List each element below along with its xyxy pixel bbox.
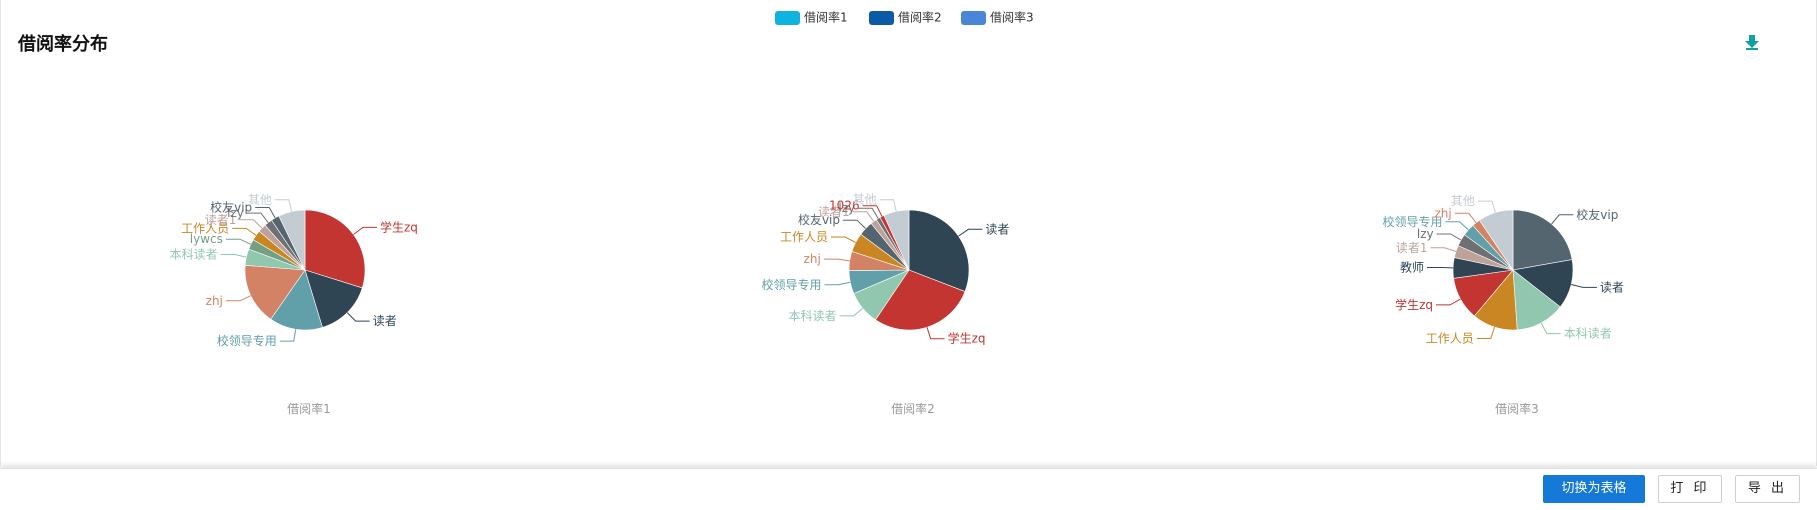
footer-toolbar: 切换为表格 打 印 导 出 [0, 468, 1817, 510]
pie-title: 借阅率3 [1495, 401, 1539, 416]
label-line [274, 199, 293, 212]
label-line [346, 312, 370, 322]
page-title: 借阅率分布 [18, 34, 108, 54]
print-button[interactable]: 打 印 [1658, 475, 1722, 503]
slice-label-lzy: lzy [838, 201, 855, 215]
legend-swatch [869, 11, 894, 25]
legend-label: 借阅率2 [898, 10, 942, 25]
slice-label-1026: 1026 [829, 199, 860, 213]
label-line [220, 254, 247, 258]
slice-label-item: 其他 [853, 193, 877, 207]
label-line [843, 219, 866, 229]
label-line [1430, 247, 1457, 252]
label-line [225, 295, 252, 302]
slice-label-zq: 学生zq [1395, 297, 1433, 312]
legend-item-3[interactable]: 借阅率3 [961, 10, 1034, 26]
label-line [958, 228, 983, 237]
slice-label-item: 读者 [1600, 280, 1624, 294]
label-line [839, 307, 864, 317]
label-line [225, 238, 252, 245]
chart-panel: 借阅率分布 借阅率1 借阅率2 借阅率3 学生zq 读者 校领导专用 zhj 本科读者 lywc… [0, 0, 1817, 466]
label-line [1540, 322, 1561, 335]
label-line [824, 281, 851, 286]
slice-label-item: 读者 [985, 222, 1009, 236]
label-line [1436, 298, 1461, 306]
slice-label-item: 工作人员 [181, 221, 229, 235]
label-line [279, 329, 297, 342]
slice-label-vip: 校友vip [210, 200, 252, 215]
pie-title: 借阅率1 [287, 401, 331, 416]
slice-label-vip: 校友vip [1576, 207, 1618, 222]
slice-label-zhj: zhj [206, 294, 223, 308]
slice-label-item: 工作人员 [780, 230, 828, 244]
label-line [1445, 221, 1469, 231]
export-button[interactable]: 导 出 [1735, 475, 1800, 503]
legend-swatch [775, 11, 800, 25]
label-line [246, 212, 269, 223]
legend-label: 借阅率3 [990, 10, 1034, 25]
label-line [926, 327, 945, 340]
toggle-table-button[interactable]: 切换为表格 [1543, 475, 1645, 503]
slice-label-item: 本科读者 [170, 248, 218, 262]
label-line [1551, 214, 1574, 225]
label-line [239, 219, 263, 229]
label-line [862, 205, 883, 217]
label-line [823, 258, 850, 262]
slice-label-lzy: lzy [1417, 227, 1434, 241]
slice-label-zhj: zhj [1434, 206, 1451, 220]
pie-slice-item[interactable] [1479, 209, 1514, 271]
label-line [831, 236, 856, 243]
slice-label-item: 其他 [248, 193, 272, 207]
slice-label-zq: 学生zq [948, 331, 986, 346]
label-line [879, 199, 897, 212]
slice-label-zhj: zhj [804, 252, 821, 266]
label-line [852, 211, 875, 222]
label-line [1436, 233, 1462, 241]
slice-label-lywcs: lywcs [190, 232, 223, 246]
slice-label-item: 其他 [1451, 194, 1475, 208]
label-line [1454, 212, 1477, 224]
pie-slice-vip[interactable] [1512, 209, 1573, 271]
legend-item-2[interactable]: 借阅率2 [869, 10, 942, 26]
slice-label-1: 读者1 [205, 213, 237, 227]
pie-slice-item[interactable] [908, 209, 970, 292]
label-line [858, 207, 879, 219]
label-line [1477, 200, 1496, 213]
label-line [255, 207, 276, 219]
slice-label-item: 校领导专用 [761, 277, 821, 292]
download-icon[interactable] [1743, 33, 1761, 51]
slice-label-item: 本科读者 [1564, 327, 1612, 341]
slice-label-item: 本科读者 [788, 309, 836, 323]
legend-label: 借阅率1 [804, 10, 848, 25]
label-line [1476, 326, 1495, 339]
slice-label-item: 读者 [373, 314, 397, 328]
slice-label-item: 教师 [1400, 260, 1424, 275]
pie-slice-item[interactable] [883, 209, 910, 271]
legend-item-1[interactable]: 借阅率1 [775, 10, 848, 26]
label-line [353, 226, 377, 235]
pie-charts: 借阅率1 借阅率2 借阅率3学生zq读者校领导专用zhj本科读者lywcs工作人员读… [170, 10, 1624, 417]
pie-slice-item[interactable] [270, 269, 323, 331]
slice-label-zq: 学生zq [380, 219, 418, 234]
slice-label-item: 校领导专用 [217, 333, 277, 348]
slice-label-lzy: lzy [227, 206, 244, 220]
legend-swatch [961, 11, 986, 25]
slice-label-1: 读者1 [818, 205, 850, 219]
pie-slice-item[interactable] [278, 209, 306, 271]
slice-label-item: 工作人员 [1426, 332, 1474, 346]
label-line [1571, 284, 1597, 288]
slice-label-vip: 校友vip [798, 212, 840, 227]
slice-label-item: 校领导专用 [1382, 214, 1442, 229]
pie-title: 借阅率2 [891, 401, 935, 416]
pie-slice-zq[interactable] [875, 269, 966, 331]
slice-label-1: 读者1 [1396, 241, 1428, 255]
label-line [232, 227, 257, 236]
pie-slice-zq[interactable] [304, 209, 366, 289]
